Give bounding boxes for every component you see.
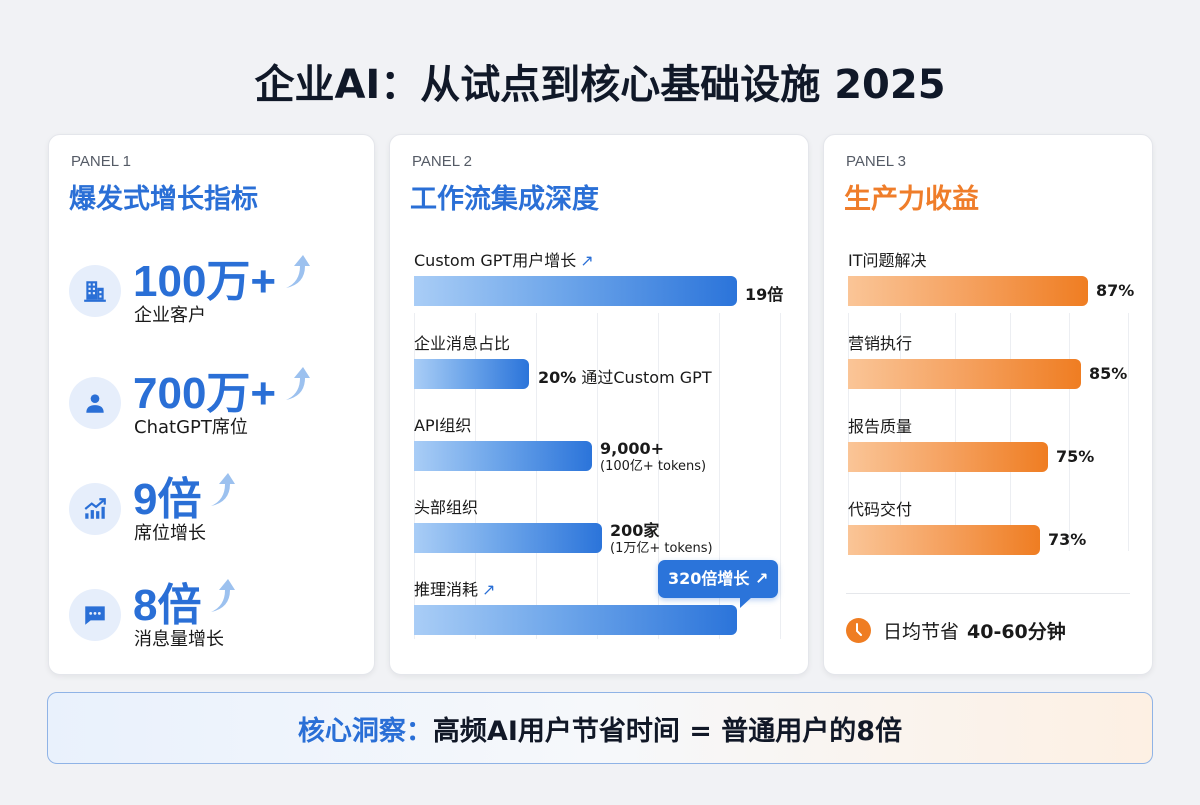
bar-label: Custom GPT用户增长 ↗ <box>414 251 594 270</box>
bar-value: 75% <box>1056 447 1095 466</box>
bar-value: 73% <box>1048 530 1087 549</box>
bar-label: IT问题解决 <box>848 251 927 270</box>
bar-label: API组织 <box>414 416 472 435</box>
trend-arrow-icon: ↗ <box>482 580 496 599</box>
insight-text: 高频AI用户节省时间 = 普通用户的8倍 <box>432 715 903 747</box>
bar <box>848 525 1040 555</box>
panel-title: 爆发式增长指标 <box>69 184 258 215</box>
bar <box>414 276 737 306</box>
metric-label: 席位增长 <box>134 523 206 544</box>
bar <box>414 523 602 553</box>
bar-value: 20% 通过Custom GPT <box>538 368 712 387</box>
bar-label: 推理消耗 ↗ <box>414 580 496 599</box>
metric-value: 700万+ <box>133 357 311 421</box>
insight-banner: 核心洞察： 高频AI用户节省时间 = 普通用户的8倍 <box>47 692 1153 764</box>
bar-label: 代码交付 <box>848 500 913 519</box>
metric-label: 消息量增长 <box>134 629 224 650</box>
metric-value: 100万+ <box>133 245 311 309</box>
bar-value: 9,000+ (100亿+ tokens) <box>600 439 707 475</box>
bar-value: 85% <box>1089 364 1128 383</box>
panel-growth-metrics: PANEL 1 爆发式增长指标 100万+ 企业客户 700万+ ChatGPT… <box>48 134 375 675</box>
up-arrow-icon <box>207 469 236 519</box>
panel-workflow-integration: PANEL 2 工作流集成深度 Custom GPT用户增长 ↗ 19倍 企业消息… <box>389 134 809 675</box>
metric-seat-growth: 9倍 席位增长 <box>69 463 359 563</box>
panel-productivity: PANEL 3 生产力收益 IT问题解决 87% 营销执行 85% 报告质量 7… <box>823 134 1153 675</box>
panel-label: PANEL 1 <box>71 153 132 170</box>
clock-icon <box>846 618 871 643</box>
chat-bubble-icon <box>69 589 121 641</box>
panel-label: PANEL 3 <box>846 153 907 170</box>
user-icon <box>69 377 121 429</box>
up-arrow-icon <box>282 363 311 413</box>
bar-label: 营销执行 <box>848 334 913 353</box>
bar <box>848 359 1081 389</box>
panel-title: 生产力收益 <box>844 184 979 215</box>
trend-arrow-icon: ↗ <box>580 251 594 270</box>
bar <box>414 605 737 635</box>
bar-value: 19倍 <box>745 285 784 304</box>
metric-value: 8倍 <box>133 569 236 633</box>
chart-grid <box>414 313 784 639</box>
up-arrow-icon <box>282 251 311 301</box>
growth-callout: 320倍增长 ↗ <box>658 560 779 608</box>
panel-title: 工作流集成深度 <box>410 184 599 215</box>
metric-chatgpt-seats: 700万+ ChatGPT席位 <box>69 357 359 457</box>
panel-label: PANEL 2 <box>412 153 473 170</box>
metric-enterprise-customers: 100万+ 企业客户 <box>69 245 359 345</box>
metric-label: ChatGPT席位 <box>134 417 248 438</box>
up-arrow-icon <box>207 575 236 625</box>
divider <box>846 593 1130 594</box>
metric-label: 企业客户 <box>134 305 206 326</box>
bar <box>848 442 1048 472</box>
bar <box>414 441 592 471</box>
time-saving: 日均节省 40-60分钟 <box>846 617 1066 644</box>
bar-label: 报告质量 <box>848 417 913 436</box>
bar-value: 200家 (1万亿+ tokens) <box>610 521 713 557</box>
page-title: 企业AI：从试点到核心基础设施 2025 <box>254 62 946 108</box>
bar-label: 企业消息占比 <box>414 334 511 353</box>
insight-lead: 核心洞察： <box>297 715 433 747</box>
growth-chart-icon <box>69 483 121 535</box>
bar-label: 头部组织 <box>414 498 479 517</box>
bar-value: 87% <box>1096 281 1135 300</box>
bar <box>848 276 1088 306</box>
chart-grid <box>848 313 1129 551</box>
bar <box>414 359 529 389</box>
building-icon <box>69 265 121 317</box>
metric-message-growth: 8倍 消息量增长 <box>69 569 359 669</box>
metric-value: 9倍 <box>133 463 236 527</box>
